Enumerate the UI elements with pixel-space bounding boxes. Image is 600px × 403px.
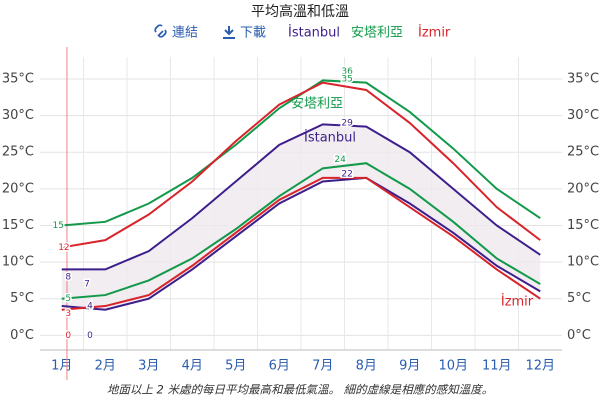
annotation: 36 xyxy=(341,67,353,77)
x-tick-label: 6月 xyxy=(269,359,290,374)
annotation: 24 xyxy=(334,155,346,165)
legend-entry[interactable]: 安塔利亞 xyxy=(351,26,403,41)
link-button[interactable]: 連結 xyxy=(154,24,198,41)
plot-area: 0°C 0°C 5°C 5°C 10°C 10°C 15°C 15°C 20°C 20°C 25°C… xyxy=(2,47,599,380)
temp-line xyxy=(61,176,541,311)
annotation: 3 xyxy=(65,309,71,319)
annotation: 15 xyxy=(53,221,64,231)
annotation: 35 xyxy=(341,74,352,84)
annotation: 0 xyxy=(65,331,71,341)
y-tick-label: 15°C xyxy=(567,218,599,233)
annotation: 29 xyxy=(341,118,353,128)
y-tick-label: 20°C xyxy=(2,181,34,196)
y-tick-label: 10°C xyxy=(567,255,599,270)
x-tick-label: 10月 xyxy=(438,359,468,374)
annotation: 5 xyxy=(65,294,71,304)
temp-line xyxy=(61,123,541,271)
x-tick-label: 12月 xyxy=(525,359,555,374)
download-text: 下載 xyxy=(240,26,266,41)
x-tick-label: 7月 xyxy=(312,359,333,374)
series-label: İstanbul xyxy=(304,130,356,146)
link-icon xyxy=(154,24,167,38)
x-tick-label: 4月 xyxy=(182,359,203,374)
chart-title: 平均高溫和低溫 xyxy=(251,3,349,20)
x-tick-label: 3月 xyxy=(138,359,159,374)
annotation: 8 xyxy=(65,272,71,282)
y-tick-label: 10°C xyxy=(2,255,34,270)
x-tick-label: 5月 xyxy=(225,359,246,374)
legend-entry[interactable]: İstanbul xyxy=(288,25,340,41)
temp-line xyxy=(61,176,541,311)
y-tick-label: 35°C xyxy=(567,71,599,86)
annotation: 12 xyxy=(58,243,69,253)
y-tick-label: 15°C xyxy=(2,218,34,233)
y-tick-label: 5°C xyxy=(10,291,34,306)
y-tick-label: 35°C xyxy=(2,71,34,86)
x-tick-label: 1月 xyxy=(51,359,72,374)
link-text: 連結 xyxy=(172,26,198,41)
x-tick-label: 11月 xyxy=(482,359,512,374)
annotation: 0 xyxy=(87,331,93,341)
x-tick-label: 8月 xyxy=(356,359,377,374)
caption: 地面以上 2 米處的每日平均最高和最低氣溫。 細的虛線是相應的感知溫度。 xyxy=(107,383,493,397)
annotation: 4 xyxy=(87,302,93,312)
y-tick-label: 30°C xyxy=(567,108,599,123)
x-tick-label: 2月 xyxy=(95,359,116,374)
y-tick-label: 20°C xyxy=(567,181,599,196)
series-label: İzmir xyxy=(501,294,534,310)
y-tick-label: 30°C xyxy=(2,108,34,123)
y-tick-label: 25°C xyxy=(2,145,34,160)
legend-entry[interactable]: İzmir xyxy=(418,25,451,41)
download-button[interactable]: 下載 xyxy=(223,26,266,41)
annotation: 22 xyxy=(341,170,352,180)
y-tick-label: 0°C xyxy=(567,328,591,343)
y-tick-label: 0°C xyxy=(10,328,34,343)
temp-line xyxy=(61,162,541,300)
y-tick-label: 5°C xyxy=(567,291,591,306)
y-tick-label: 25°C xyxy=(567,145,599,160)
x-tick-label: 9月 xyxy=(399,359,420,374)
series-label: 安塔利亞 xyxy=(291,97,343,112)
download-icon xyxy=(223,26,235,39)
annotation: 7 xyxy=(84,280,90,290)
temp-line xyxy=(61,81,541,249)
